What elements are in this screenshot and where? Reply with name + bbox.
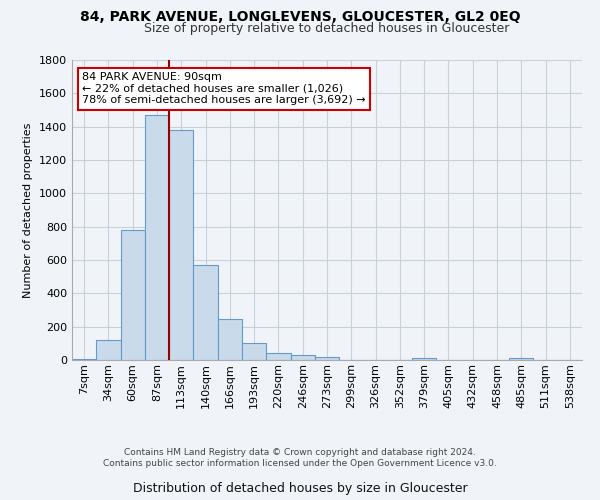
Bar bbox=[218, 319, 242, 360]
Bar bbox=[266, 354, 290, 360]
Bar bbox=[96, 340, 121, 360]
Bar bbox=[72, 359, 96, 360]
Title: Size of property relative to detached houses in Gloucester: Size of property relative to detached ho… bbox=[145, 22, 509, 35]
Bar bbox=[193, 265, 218, 360]
Text: 84 PARK AVENUE: 90sqm
← 22% of detached houses are smaller (1,026)
78% of semi-d: 84 PARK AVENUE: 90sqm ← 22% of detached … bbox=[82, 72, 366, 105]
Bar bbox=[290, 355, 315, 360]
Text: Contains HM Land Registry data © Crown copyright and database right 2024.
Contai: Contains HM Land Registry data © Crown c… bbox=[103, 448, 497, 468]
Text: Distribution of detached houses by size in Gloucester: Distribution of detached houses by size … bbox=[133, 482, 467, 495]
Bar bbox=[412, 358, 436, 360]
Bar bbox=[145, 115, 169, 360]
Bar bbox=[315, 356, 339, 360]
Bar bbox=[242, 344, 266, 360]
Bar bbox=[509, 358, 533, 360]
Text: 84, PARK AVENUE, LONGLEVENS, GLOUCESTER, GL2 0EQ: 84, PARK AVENUE, LONGLEVENS, GLOUCESTER,… bbox=[80, 10, 520, 24]
Bar bbox=[121, 230, 145, 360]
Y-axis label: Number of detached properties: Number of detached properties bbox=[23, 122, 34, 298]
Bar bbox=[169, 130, 193, 360]
